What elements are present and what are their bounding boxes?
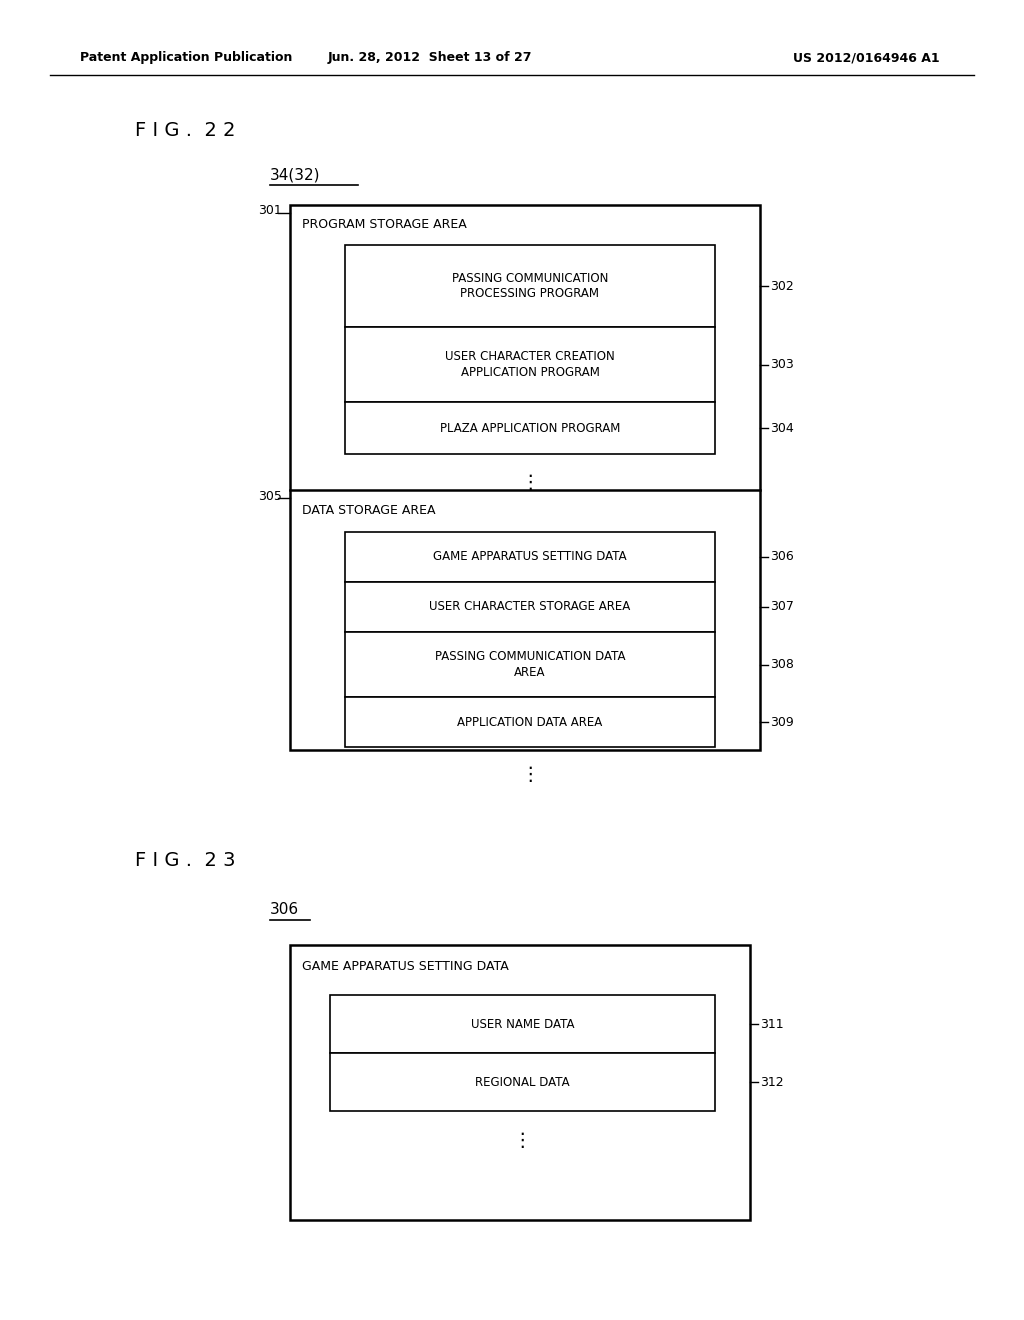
Text: 302: 302 — [770, 280, 794, 293]
Bar — [330, 1053, 715, 1111]
Text: USER CHARACTER CREATION
APPLICATION PROGRAM: USER CHARACTER CREATION APPLICATION PROG… — [445, 351, 614, 379]
Bar — [345, 403, 715, 454]
Text: 306: 306 — [270, 903, 299, 917]
Text: 304: 304 — [770, 421, 794, 434]
Text: DATA STORAGE AREA: DATA STORAGE AREA — [302, 503, 435, 516]
Text: USER CHARACTER STORAGE AREA: USER CHARACTER STORAGE AREA — [429, 601, 631, 614]
Text: 305: 305 — [258, 490, 282, 503]
Text: PROGRAM STORAGE AREA: PROGRAM STORAGE AREA — [302, 219, 467, 231]
Text: REGIONAL DATA: REGIONAL DATA — [475, 1076, 569, 1089]
Text: Patent Application Publication: Patent Application Publication — [80, 51, 293, 65]
Bar — [345, 632, 715, 697]
Text: ⋮: ⋮ — [520, 766, 540, 784]
Text: 34(32): 34(32) — [270, 168, 321, 182]
Text: ⋮: ⋮ — [520, 473, 540, 491]
Text: 307: 307 — [770, 601, 794, 614]
Text: 309: 309 — [770, 715, 794, 729]
Text: PASSING COMMUNICATION
PROCESSING PROGRAM: PASSING COMMUNICATION PROCESSING PROGRAM — [452, 272, 608, 300]
Bar — [345, 327, 715, 403]
Text: GAME APPARATUS SETTING DATA: GAME APPARATUS SETTING DATA — [433, 550, 627, 564]
Text: US 2012/0164946 A1: US 2012/0164946 A1 — [794, 51, 940, 65]
Text: APPLICATION DATA AREA: APPLICATION DATA AREA — [458, 715, 603, 729]
Text: PASSING COMMUNICATION DATA
AREA: PASSING COMMUNICATION DATA AREA — [435, 651, 626, 678]
Text: 303: 303 — [770, 358, 794, 371]
Bar — [345, 582, 715, 632]
Bar — [345, 246, 715, 327]
Text: GAME APPARATUS SETTING DATA: GAME APPARATUS SETTING DATA — [302, 961, 509, 974]
Text: 308: 308 — [770, 657, 794, 671]
Bar — [345, 697, 715, 747]
Text: 312: 312 — [760, 1076, 783, 1089]
Text: F I G .  2 2: F I G . 2 2 — [135, 120, 236, 140]
Bar — [290, 945, 750, 1220]
Bar — [345, 532, 715, 582]
Text: 306: 306 — [770, 550, 794, 564]
Bar — [290, 205, 760, 750]
Text: PLAZA APPLICATION PROGRAM: PLAZA APPLICATION PROGRAM — [440, 421, 621, 434]
Text: F I G .  2 3: F I G . 2 3 — [135, 850, 236, 870]
Bar — [330, 995, 715, 1053]
Text: 311: 311 — [760, 1018, 783, 1031]
Text: USER NAME DATA: USER NAME DATA — [471, 1018, 574, 1031]
Text: 301: 301 — [258, 205, 282, 218]
Text: ⋮: ⋮ — [513, 1131, 532, 1151]
Text: Jun. 28, 2012  Sheet 13 of 27: Jun. 28, 2012 Sheet 13 of 27 — [328, 51, 532, 65]
